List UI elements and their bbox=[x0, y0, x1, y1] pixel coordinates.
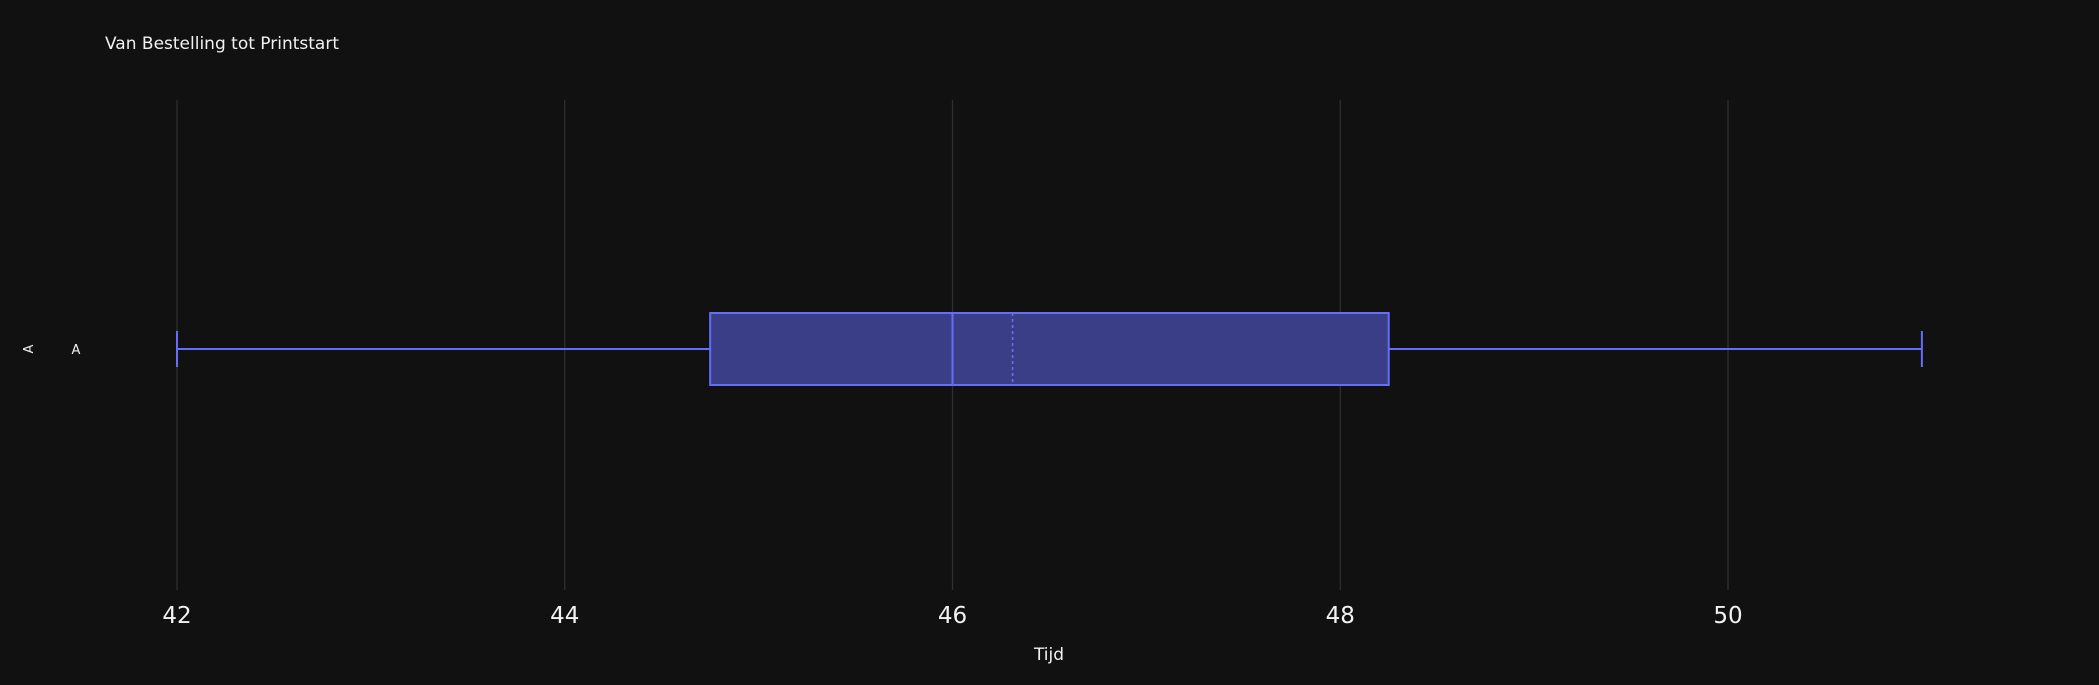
x-tick-label: 46 bbox=[938, 603, 967, 629]
x-tick-label: 44 bbox=[550, 603, 579, 629]
iqr-box bbox=[709, 312, 1390, 386]
x-tick-labels: 42 44 46 48 50 bbox=[162, 603, 1742, 629]
x-tick-label: 50 bbox=[1713, 603, 1742, 629]
x-tick-label: 42 bbox=[162, 603, 191, 629]
y-category-label: A bbox=[72, 343, 81, 358]
x-tick-label: 48 bbox=[1326, 603, 1355, 629]
y-axis-title: A bbox=[22, 344, 37, 353]
box-series bbox=[176, 312, 1923, 386]
x-axis-title: Tijd bbox=[1033, 645, 1064, 665]
chart-title: Van Bestelling tot Printstart bbox=[105, 34, 339, 54]
